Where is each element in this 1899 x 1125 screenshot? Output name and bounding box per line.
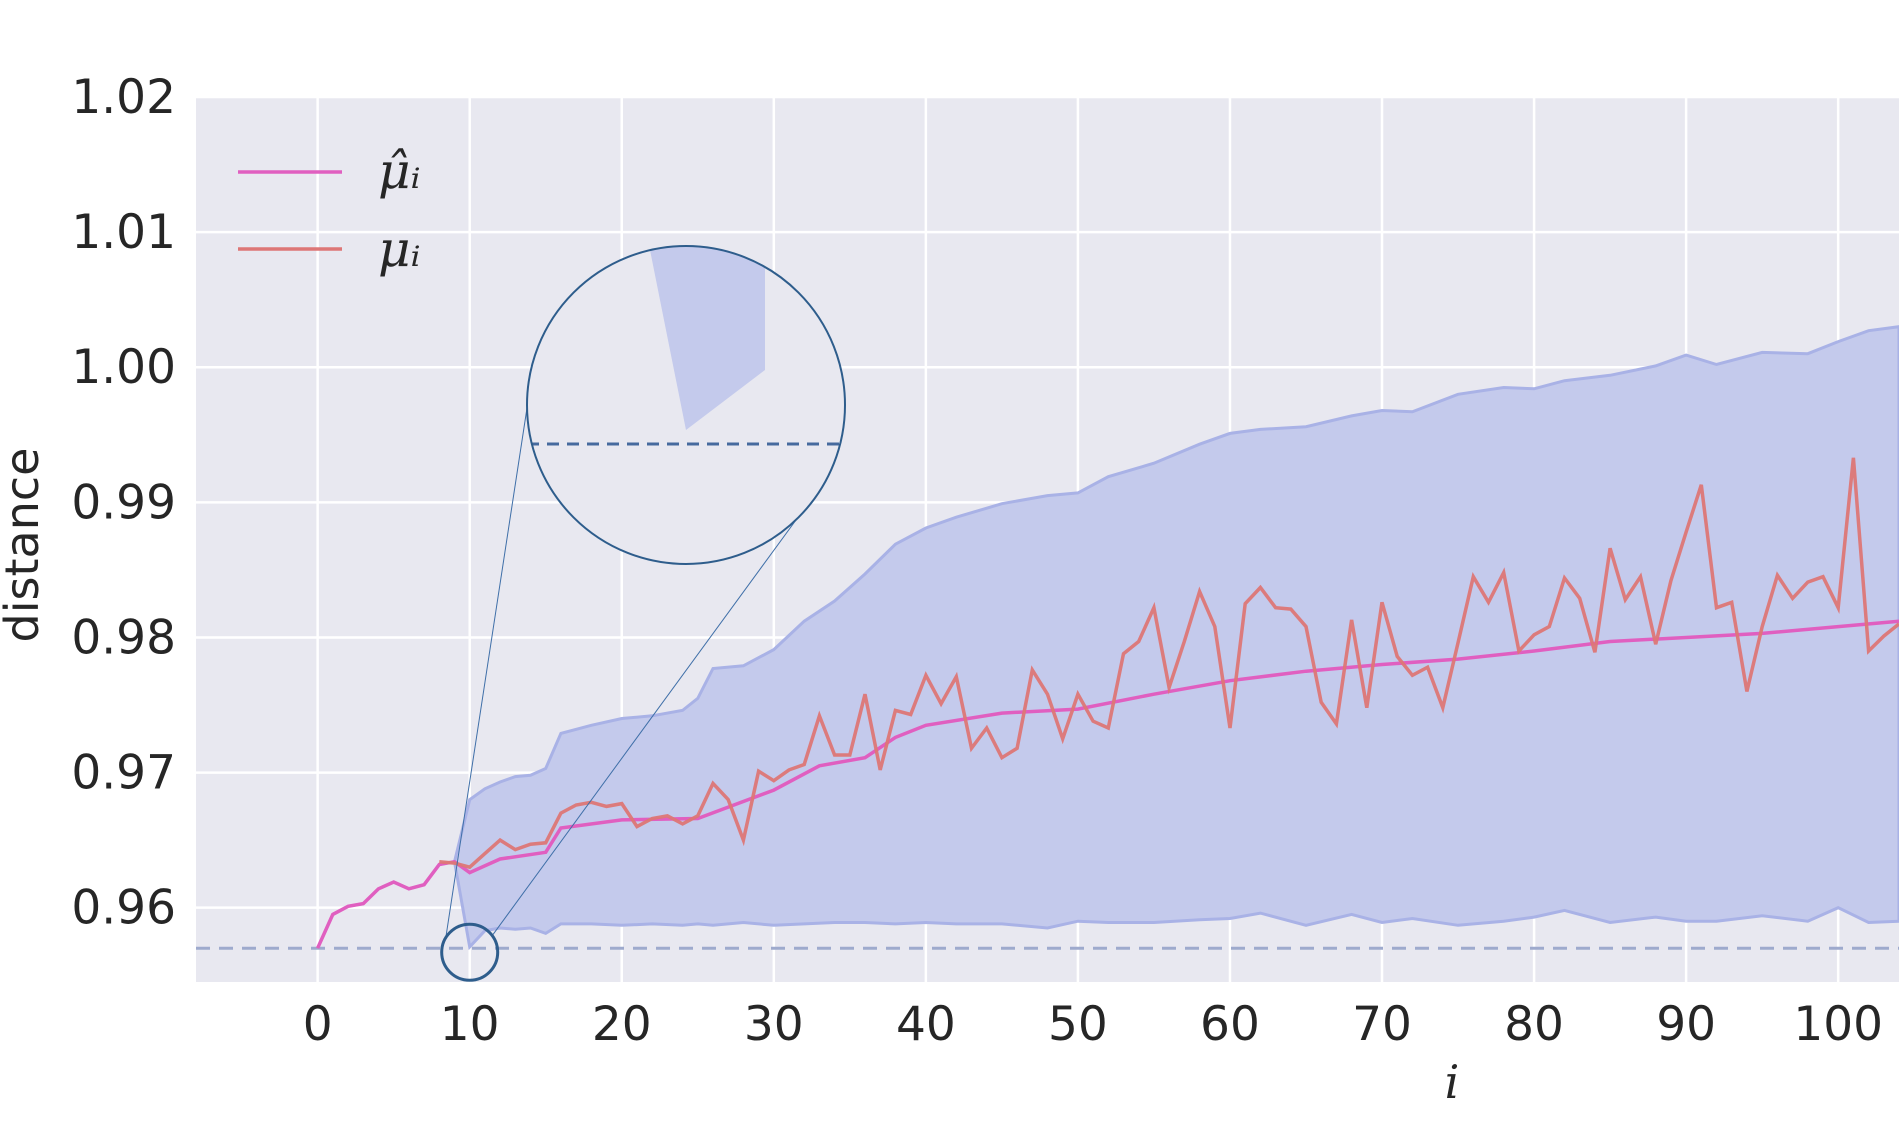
y-tick-label: 1.00	[71, 340, 176, 395]
x-tick-label: 10	[440, 997, 500, 1052]
y-tick-label: 1.01	[71, 205, 176, 260]
y-tick-label: 0.96	[71, 881, 176, 936]
zoom-connector-line	[445, 394, 530, 939]
x-tick-label: 100	[1793, 997, 1883, 1052]
x-tick-label: 80	[1504, 997, 1564, 1052]
x-tick-label: 90	[1656, 997, 1716, 1052]
y-tick-label: 0.97	[71, 746, 176, 801]
x-tick-label: 50	[1048, 997, 1108, 1052]
zoom-connector-line	[491, 519, 797, 937]
inset-band	[648, 246, 765, 430]
legend-label-mu-hat: μ̂ᵢ	[378, 142, 421, 200]
y-tick-label: 0.99	[71, 475, 176, 530]
zoom-inset	[440, 245, 846, 982]
series-mu-line	[439, 457, 1899, 870]
x-tick-label: 0	[303, 997, 333, 1052]
series-mu-hat-line	[316, 619, 1899, 949]
x-tick-labels: 0 10 20 30 40 50 60 70 80 90 100	[303, 997, 1883, 1052]
x-tick-label: 30	[744, 997, 804, 1052]
x-tick-label: 40	[896, 997, 956, 1052]
legend-label-mu: μᵢ	[378, 220, 421, 278]
zoom-inset-border	[526, 245, 846, 565]
x-tick-label: 60	[1200, 997, 1260, 1052]
x-axis-label: i	[1445, 1055, 1460, 1109]
y-tick-label: 0.98	[71, 610, 176, 665]
x-tick-label: 70	[1352, 997, 1412, 1052]
legend: μ̂ᵢ μᵢ	[238, 142, 421, 278]
y-tick-labels: 0.96 0.97 0.98 0.99 1.00 1.01 1.02	[71, 70, 176, 936]
confidence-band	[316, 325, 1899, 951]
y-axis-label: distance	[0, 448, 49, 643]
y-tick-label: 1.02	[71, 70, 176, 125]
zoom-target-circle	[440, 922, 500, 982]
x-tick-label: 20	[592, 997, 652, 1052]
